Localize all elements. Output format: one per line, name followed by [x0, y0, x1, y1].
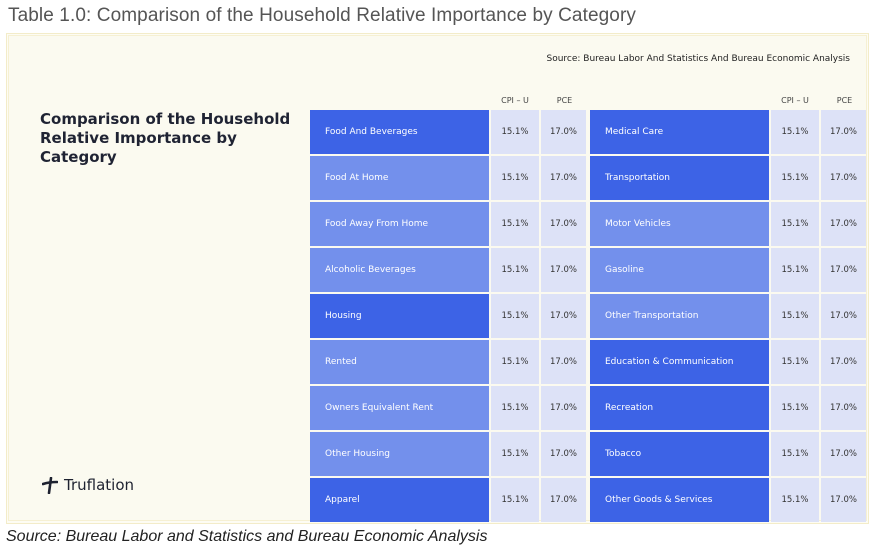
cpi-value-cell: 15.1% — [771, 248, 819, 292]
right-column-headers: CPI – U PCE — [590, 93, 866, 110]
pce-value-cell: 17.0% — [821, 156, 866, 200]
table-row: Gasoline 15.1% 17.0% — [590, 248, 866, 292]
cpi-value-cell: 15.1% — [771, 202, 819, 246]
cpi-value-cell: 15.1% — [491, 340, 539, 384]
pce-value-cell: 17.0% — [821, 432, 866, 476]
cpi-value-cell: 15.1% — [771, 432, 819, 476]
table-row: Food Away From Home 15.1% 17.0% — [310, 202, 586, 246]
cpi-value-cell: 15.1% — [771, 386, 819, 430]
category-cell: Transportation — [590, 156, 769, 200]
cpi-value-cell: 15.1% — [771, 294, 819, 338]
cpi-header: CPI – U — [501, 96, 529, 105]
table-row: Recreation 15.1% 17.0% — [590, 386, 866, 430]
pce-value-cell: 17.0% — [821, 478, 866, 522]
pce-value-cell: 17.0% — [541, 156, 586, 200]
left-table-rows: Food And Beverages 15.1% 17.0% Food At Home… — [310, 110, 586, 522]
truflation-logo: Truflation — [42, 476, 134, 494]
cpi-value-cell: 15.1% — [771, 340, 819, 384]
cpi-value-cell: 15.1% — [491, 294, 539, 338]
cpi-value-cell: 15.1% — [491, 478, 539, 522]
table-row: Other Goods & Services 15.1% 17.0% — [590, 478, 866, 522]
category-cell: Other Goods & Services — [590, 478, 769, 522]
source-note: Source: Bureau Labor And Statistics And … — [546, 54, 851, 64]
left-table: CPI – U PCE Food And Beverages 15.1% 17.0%… — [310, 93, 586, 522]
category-cell: Food Away From Home — [310, 202, 489, 246]
table-row: Alcoholic Beverages 15.1% 17.0% — [310, 248, 586, 292]
category-cell: Owners Equivalent Rent — [310, 386, 489, 430]
table-row: Food And Beverages 15.1% 17.0% — [310, 110, 586, 154]
truflation-logo-icon — [42, 476, 58, 494]
pce-header: PCE — [556, 96, 573, 105]
cpi-value-cell: 15.1% — [491, 202, 539, 246]
table-row: Rented 15.1% 17.0% — [310, 340, 586, 384]
table-row: Owners Equivalent Rent 15.1% 17.0% — [310, 386, 586, 430]
pce-value-cell: 17.0% — [821, 294, 866, 338]
table-row: Other Housing 15.1% 17.0% — [310, 432, 586, 476]
logo-text: Truflation — [64, 476, 135, 494]
table-row: Other Transportation 15.1% 17.0% — [590, 294, 866, 338]
cpi-header: CPI – U — [781, 96, 809, 105]
table-row: Food At Home 15.1% 17.0% — [310, 156, 586, 200]
pce-value-cell: 17.0% — [541, 340, 586, 384]
category-cell: Alcoholic Beverages — [310, 248, 489, 292]
table-row: Education & Communication 15.1% 17.0% — [590, 340, 866, 384]
pce-value-cell: 17.0% — [541, 248, 586, 292]
category-cell: Housing — [310, 294, 489, 338]
pce-value-cell: 17.0% — [541, 478, 586, 522]
table-caption: Table 1.0: Comparison of the Household R… — [8, 5, 637, 26]
table-row: Transportation 15.1% 17.0% — [590, 156, 866, 200]
category-cell: Medical Care — [590, 110, 769, 154]
left-column-headers: CPI – U PCE — [310, 93, 586, 110]
pce-header: PCE — [836, 96, 853, 105]
category-cell: Apparel — [310, 478, 489, 522]
figure-title: Comparison of the Household Relative Imp… — [40, 110, 291, 166]
table-row: Motor Vehicles 15.1% 17.0% — [590, 202, 866, 246]
pce-value-cell: 17.0% — [541, 110, 586, 154]
figure-panel: Source: Bureau Labor And Statistics And … — [6, 33, 869, 524]
pce-value-cell: 17.0% — [541, 386, 586, 430]
cpi-value-cell: 15.1% — [771, 156, 819, 200]
pce-value-cell: 17.0% — [541, 432, 586, 476]
pce-value-cell: 17.0% — [821, 386, 866, 430]
cpi-value-cell: 15.1% — [491, 110, 539, 154]
category-cell: Other Transportation — [590, 294, 769, 338]
figure-inner: Source: Bureau Labor And Statistics And … — [8, 35, 867, 522]
pce-value-cell: 17.0% — [821, 248, 866, 292]
category-cell: Food And Beverages — [310, 110, 489, 154]
table-row: Tobacco 15.1% 17.0% — [590, 432, 866, 476]
table-row: Medical Care 15.1% 17.0% — [590, 110, 866, 154]
right-table-rows: Medical Care 15.1% 17.0% Transportation 15.1… — [590, 110, 866, 522]
category-cell: Recreation — [590, 386, 769, 430]
category-cell: Other Housing — [310, 432, 489, 476]
cpi-value-cell: 15.1% — [771, 110, 819, 154]
pce-value-cell: 17.0% — [821, 340, 866, 384]
cpi-value-cell: 15.1% — [491, 386, 539, 430]
pce-value-cell: 17.0% — [541, 202, 586, 246]
pce-value-cell: 17.0% — [821, 202, 866, 246]
cpi-value-cell: 15.1% — [771, 478, 819, 522]
pce-value-cell: 17.0% — [821, 110, 866, 154]
category-cell: Gasoline — [590, 248, 769, 292]
pce-value-cell: 17.0% — [541, 294, 586, 338]
cpi-value-cell: 15.1% — [491, 156, 539, 200]
category-cell: Food At Home — [310, 156, 489, 200]
table-row: Housing 15.1% 17.0% — [310, 294, 586, 338]
category-cell: Motor Vehicles — [590, 202, 769, 246]
cpi-value-cell: 15.1% — [491, 432, 539, 476]
category-cell: Tobacco — [590, 432, 769, 476]
cpi-value-cell: 15.1% — [491, 248, 539, 292]
table-row: Apparel 15.1% 17.0% — [310, 478, 586, 522]
source-caption: Source: Bureau Labor and Statistics and … — [6, 528, 488, 545]
category-cell: Education & Communication — [590, 340, 769, 384]
category-cell: Rented — [310, 340, 489, 384]
right-table: CPI – U PCE Medical Care 15.1% 17.0% Transp… — [590, 93, 866, 522]
